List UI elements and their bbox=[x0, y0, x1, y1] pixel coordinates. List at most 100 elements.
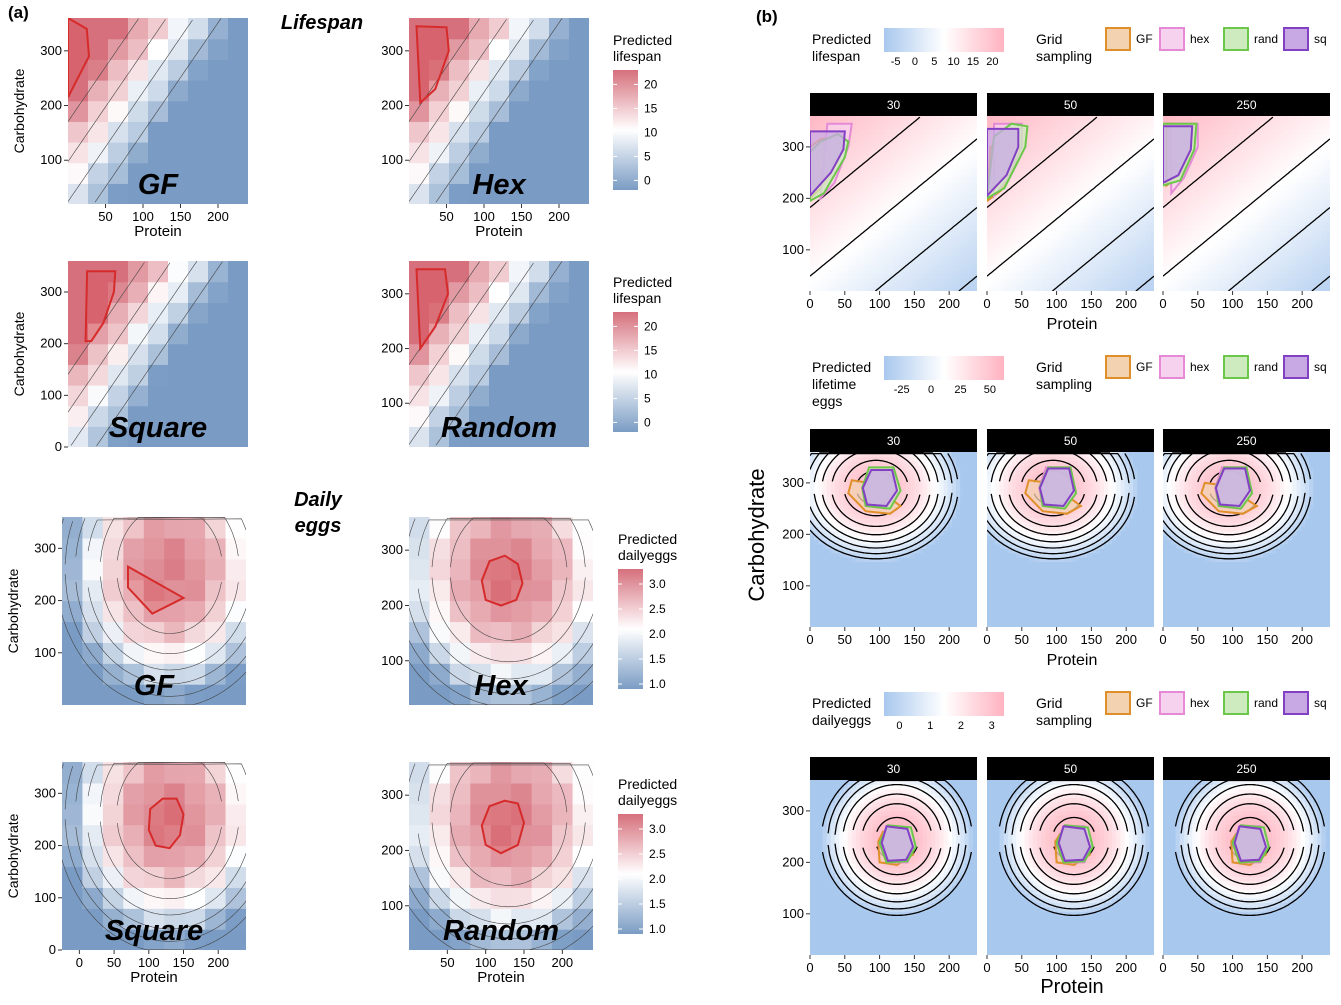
heat-cell bbox=[1099, 146, 1105, 152]
heat-cell bbox=[1083, 146, 1088, 152]
heat-cell bbox=[830, 256, 836, 261]
y-tick-label: 100 bbox=[381, 152, 403, 167]
heat-cell bbox=[1233, 159, 1239, 165]
heat-cell bbox=[922, 282, 928, 288]
heat-cell bbox=[918, 203, 924, 209]
heat-cell bbox=[123, 908, 145, 930]
heat-cell bbox=[1045, 207, 1051, 213]
heat-cell bbox=[1179, 264, 1185, 270]
heat-cell bbox=[1091, 264, 1097, 270]
heat-cell bbox=[1024, 242, 1030, 248]
heat-cell bbox=[1233, 242, 1239, 248]
heat-cell bbox=[1163, 251, 1168, 257]
heat-cell bbox=[960, 234, 966, 240]
heat-cell bbox=[972, 120, 977, 126]
heat-cell bbox=[449, 261, 470, 283]
heat-cell bbox=[1028, 133, 1034, 139]
heat-cell bbox=[956, 282, 961, 288]
heat-cell bbox=[1078, 277, 1084, 283]
heat-cell bbox=[1053, 142, 1059, 148]
heat-cell bbox=[1133, 159, 1138, 165]
heat-cell bbox=[1108, 137, 1113, 143]
heat-cell bbox=[1083, 216, 1088, 222]
heat-cell bbox=[960, 129, 966, 135]
heat-cell bbox=[968, 234, 974, 240]
heat-cell bbox=[830, 238, 836, 244]
heat-cell bbox=[901, 137, 907, 143]
heat-cell bbox=[999, 234, 1005, 240]
heat-cell bbox=[906, 256, 911, 261]
heat-cell bbox=[922, 186, 928, 191]
heat-cell bbox=[1213, 260, 1218, 266]
heat-cell bbox=[1007, 199, 1013, 205]
heat-cell bbox=[1204, 159, 1210, 165]
contour-line bbox=[68, 19, 166, 162]
heat-cell bbox=[1149, 120, 1154, 126]
heat-cell bbox=[897, 264, 903, 270]
heat-cell bbox=[1078, 234, 1084, 240]
heat-cell bbox=[872, 225, 878, 231]
heat-cell bbox=[1116, 194, 1122, 200]
legend-title: Predicted bbox=[613, 274, 672, 290]
heat-cell bbox=[1124, 229, 1130, 235]
heat-cell bbox=[1149, 277, 1154, 283]
heat-cell bbox=[1012, 234, 1017, 240]
heat-cell bbox=[972, 229, 977, 235]
heat-cell bbox=[847, 177, 853, 183]
heat-cell bbox=[893, 282, 899, 288]
heat-cell bbox=[999, 216, 1005, 222]
heat-cell bbox=[901, 142, 907, 148]
heat-cell bbox=[1037, 247, 1042, 253]
heat-cell bbox=[830, 190, 836, 196]
heat-cell bbox=[1217, 194, 1223, 200]
heat-cell bbox=[847, 264, 853, 270]
heat-cell bbox=[511, 887, 533, 909]
heat-cell bbox=[1066, 286, 1072, 291]
heat-cell bbox=[143, 537, 165, 560]
heat-cell bbox=[1145, 238, 1151, 244]
heat-cell bbox=[1057, 164, 1063, 170]
heat-cell bbox=[960, 273, 966, 279]
heat-cell bbox=[868, 137, 874, 143]
heat-cell bbox=[956, 229, 961, 235]
heat-cell bbox=[549, 38, 570, 60]
heat-cell bbox=[128, 80, 149, 102]
heat-cell bbox=[1037, 256, 1042, 261]
heat-cell bbox=[1041, 207, 1047, 213]
heat-cell bbox=[148, 343, 169, 365]
heat-cell bbox=[914, 216, 920, 222]
heat-cell bbox=[943, 164, 949, 170]
heat-cell bbox=[968, 194, 974, 200]
heat-cell bbox=[947, 247, 953, 253]
heat-cell bbox=[1120, 273, 1126, 279]
heat-cell bbox=[860, 168, 865, 174]
heat-cell bbox=[1045, 146, 1051, 152]
x-tick-label: 50 bbox=[440, 955, 454, 970]
heat-cell bbox=[1041, 260, 1047, 266]
heat-cell bbox=[1108, 229, 1113, 235]
heat-cell bbox=[1163, 199, 1168, 205]
heat-cell bbox=[876, 229, 882, 235]
heat-cell bbox=[897, 286, 903, 291]
heat-cell bbox=[1049, 238, 1055, 244]
heat-cell bbox=[1103, 282, 1109, 288]
heat-cell bbox=[860, 203, 865, 209]
optimum-region bbox=[147, 797, 185, 850]
heat-cell bbox=[864, 269, 870, 275]
heat-cell bbox=[864, 216, 870, 222]
heat-cell bbox=[914, 120, 920, 126]
heat-cell bbox=[569, 343, 589, 365]
heat-cell bbox=[960, 181, 966, 187]
heat-cell bbox=[897, 273, 903, 279]
heat-cell bbox=[1145, 194, 1151, 200]
heat-cell bbox=[1149, 216, 1154, 222]
heat-cell bbox=[1041, 151, 1047, 156]
heat-cell bbox=[1087, 186, 1092, 191]
heat-cell bbox=[1124, 164, 1130, 170]
heat-cell bbox=[1163, 282, 1168, 288]
heat-cell bbox=[876, 120, 882, 126]
heat-cell bbox=[1179, 207, 1185, 213]
heat-cell bbox=[511, 845, 533, 868]
heat-cell bbox=[509, 281, 530, 303]
